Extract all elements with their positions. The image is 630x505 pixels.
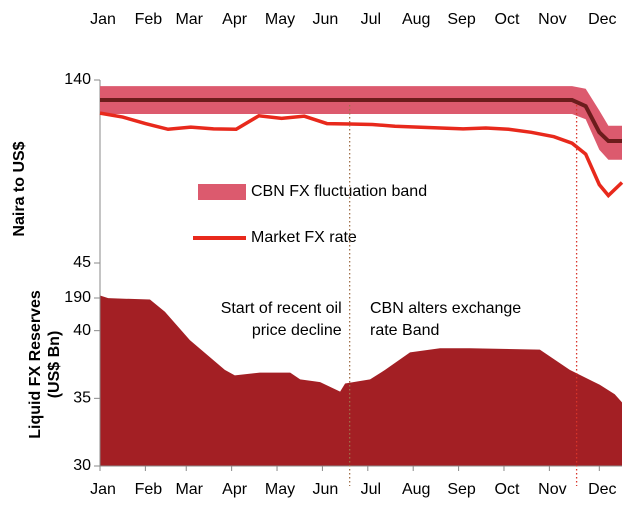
x-tick-label: Nov bbox=[538, 481, 566, 498]
x-tick-label: Dec bbox=[588, 11, 616, 28]
x-tick-label: Jan bbox=[90, 481, 116, 498]
x-tick-label: Mar bbox=[175, 481, 203, 498]
annotation: price decline bbox=[252, 322, 342, 339]
y-axis-label-line: (US$ Bn) bbox=[46, 331, 63, 399]
x-tick-label: Aug bbox=[402, 11, 430, 28]
y-axis-label: Naira to US$ bbox=[11, 141, 28, 236]
fluctuation-band bbox=[100, 86, 622, 160]
x-tick-label: Dec bbox=[588, 481, 616, 498]
x-tick-label: Feb bbox=[135, 11, 163, 28]
y-tick-label: 140 bbox=[64, 71, 91, 88]
x-tick-label: Jul bbox=[361, 481, 381, 498]
x-tick-label: Apr bbox=[222, 11, 248, 28]
reserves-area bbox=[100, 295, 622, 466]
x-tick-label: Jul bbox=[361, 11, 381, 28]
x-tick-label: Sep bbox=[447, 11, 476, 28]
y-axis-label: Liquid FX Reserves (US$ Bn) bbox=[27, 290, 63, 439]
x-tick-label: May bbox=[265, 481, 295, 498]
y-tick-label: 30 bbox=[73, 457, 91, 474]
x-tick-label: Aug bbox=[402, 481, 430, 498]
annotation: Start of recent oil bbox=[221, 300, 342, 317]
x-tick-label: May bbox=[265, 11, 295, 28]
y-tick-label: 35 bbox=[73, 390, 91, 407]
legend-label: CBN FX fluctuation band bbox=[251, 183, 427, 200]
x-tick-label: Mar bbox=[175, 11, 203, 28]
x-tick-label: Sep bbox=[447, 481, 476, 498]
legend-label: Market FX rate bbox=[251, 229, 357, 246]
x-tick-label: Jan bbox=[90, 11, 116, 28]
y-tick-label: 40 bbox=[73, 322, 91, 339]
band-centre-line bbox=[100, 98, 622, 144]
x-tick-label: Oct bbox=[495, 481, 520, 498]
legend-swatch bbox=[198, 184, 246, 200]
x-tick-label: Jun bbox=[313, 11, 339, 28]
y-axis-label-line: Liquid FX Reserves bbox=[27, 290, 44, 439]
y-tick-label: 45 bbox=[73, 254, 91, 271]
x-tick-label: Oct bbox=[495, 11, 520, 28]
annotation: CBN alters exchange bbox=[370, 300, 521, 317]
x-tick-label: Nov bbox=[538, 11, 566, 28]
y-tick-label: 190 bbox=[64, 289, 91, 306]
x-tick-label: Feb bbox=[135, 481, 163, 498]
x-tick-label: Apr bbox=[222, 481, 248, 498]
market-line bbox=[99, 111, 624, 199]
annotation: rate Band bbox=[370, 322, 439, 339]
x-tick-label: Jun bbox=[313, 481, 339, 498]
